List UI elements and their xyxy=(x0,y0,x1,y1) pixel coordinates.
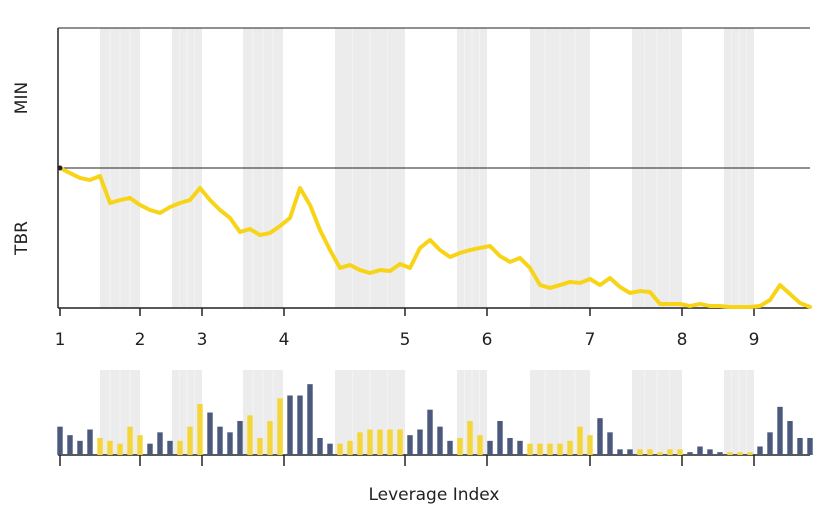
bar xyxy=(197,404,203,455)
bar xyxy=(97,438,103,455)
start-dot xyxy=(57,165,63,171)
x-tick-label: 7 xyxy=(585,330,596,350)
row-label: TBR xyxy=(12,221,32,256)
bar xyxy=(547,443,553,455)
bar xyxy=(487,440,493,455)
bar xyxy=(127,426,133,455)
bar xyxy=(177,440,183,455)
bar xyxy=(497,421,503,455)
bar xyxy=(667,449,673,455)
x-tick-label: 6 xyxy=(482,330,493,350)
bar xyxy=(227,432,233,455)
bar xyxy=(357,432,363,455)
bar xyxy=(807,438,813,455)
bar xyxy=(247,415,253,455)
bar xyxy=(647,449,653,455)
row-label: MIN xyxy=(12,82,32,114)
bar xyxy=(417,429,423,455)
x-tick-label: 4 xyxy=(279,330,290,350)
bar xyxy=(67,435,73,455)
bar xyxy=(87,429,93,455)
bar xyxy=(217,426,223,455)
bar xyxy=(207,412,213,455)
x-axis-label: Leverage Index xyxy=(368,485,499,505)
bar xyxy=(237,421,243,455)
bar xyxy=(477,435,483,455)
bar xyxy=(707,449,713,455)
bar xyxy=(717,452,723,455)
bar xyxy=(347,440,353,455)
bar xyxy=(747,452,753,455)
bar xyxy=(257,438,263,455)
bar xyxy=(537,443,543,455)
x-tick-label: 1 xyxy=(55,330,66,350)
line-series xyxy=(58,166,812,310)
bar xyxy=(277,398,283,455)
bar xyxy=(137,435,143,455)
bar xyxy=(107,440,113,455)
bar xyxy=(337,443,343,455)
bar xyxy=(767,432,773,455)
bar xyxy=(577,426,583,455)
bar xyxy=(457,438,463,455)
bar xyxy=(427,409,433,455)
bar xyxy=(447,440,453,455)
bar xyxy=(367,429,373,455)
bar xyxy=(557,443,563,455)
bar xyxy=(397,429,403,455)
x-tick-label: 8 xyxy=(677,330,688,350)
bar xyxy=(637,449,643,455)
bar xyxy=(57,426,63,455)
bar xyxy=(607,432,613,455)
bar xyxy=(317,438,323,455)
bar xyxy=(507,438,513,455)
bar xyxy=(147,443,153,455)
bar xyxy=(387,429,393,455)
bar xyxy=(527,443,533,455)
bar xyxy=(117,443,123,455)
bar xyxy=(617,449,623,455)
x-tick-label: 5 xyxy=(400,330,411,350)
bar xyxy=(657,452,663,455)
bar xyxy=(307,384,313,455)
bar xyxy=(77,440,83,455)
bar xyxy=(327,443,333,455)
bar xyxy=(677,449,683,455)
bar xyxy=(467,421,473,455)
bar xyxy=(437,426,443,455)
x-tick-label: 2 xyxy=(135,330,146,350)
bar xyxy=(627,449,633,455)
bar xyxy=(697,446,703,455)
x-tick-label: 9 xyxy=(749,330,760,350)
bar xyxy=(597,418,603,455)
bar xyxy=(777,406,783,455)
bar xyxy=(517,440,523,455)
bar xyxy=(567,440,573,455)
bar xyxy=(287,395,293,455)
bar xyxy=(787,421,793,455)
bar xyxy=(377,429,383,455)
bar xyxy=(267,421,273,455)
bar xyxy=(187,426,193,455)
bar xyxy=(297,395,303,455)
bar xyxy=(587,435,593,455)
bar xyxy=(737,452,743,455)
x-tick-label: 3 xyxy=(197,330,208,350)
bar xyxy=(687,452,693,455)
bar xyxy=(797,438,803,455)
bar xyxy=(157,432,163,455)
bar xyxy=(407,435,413,455)
bar xyxy=(727,452,733,455)
bar xyxy=(757,446,763,455)
bar xyxy=(167,440,173,455)
